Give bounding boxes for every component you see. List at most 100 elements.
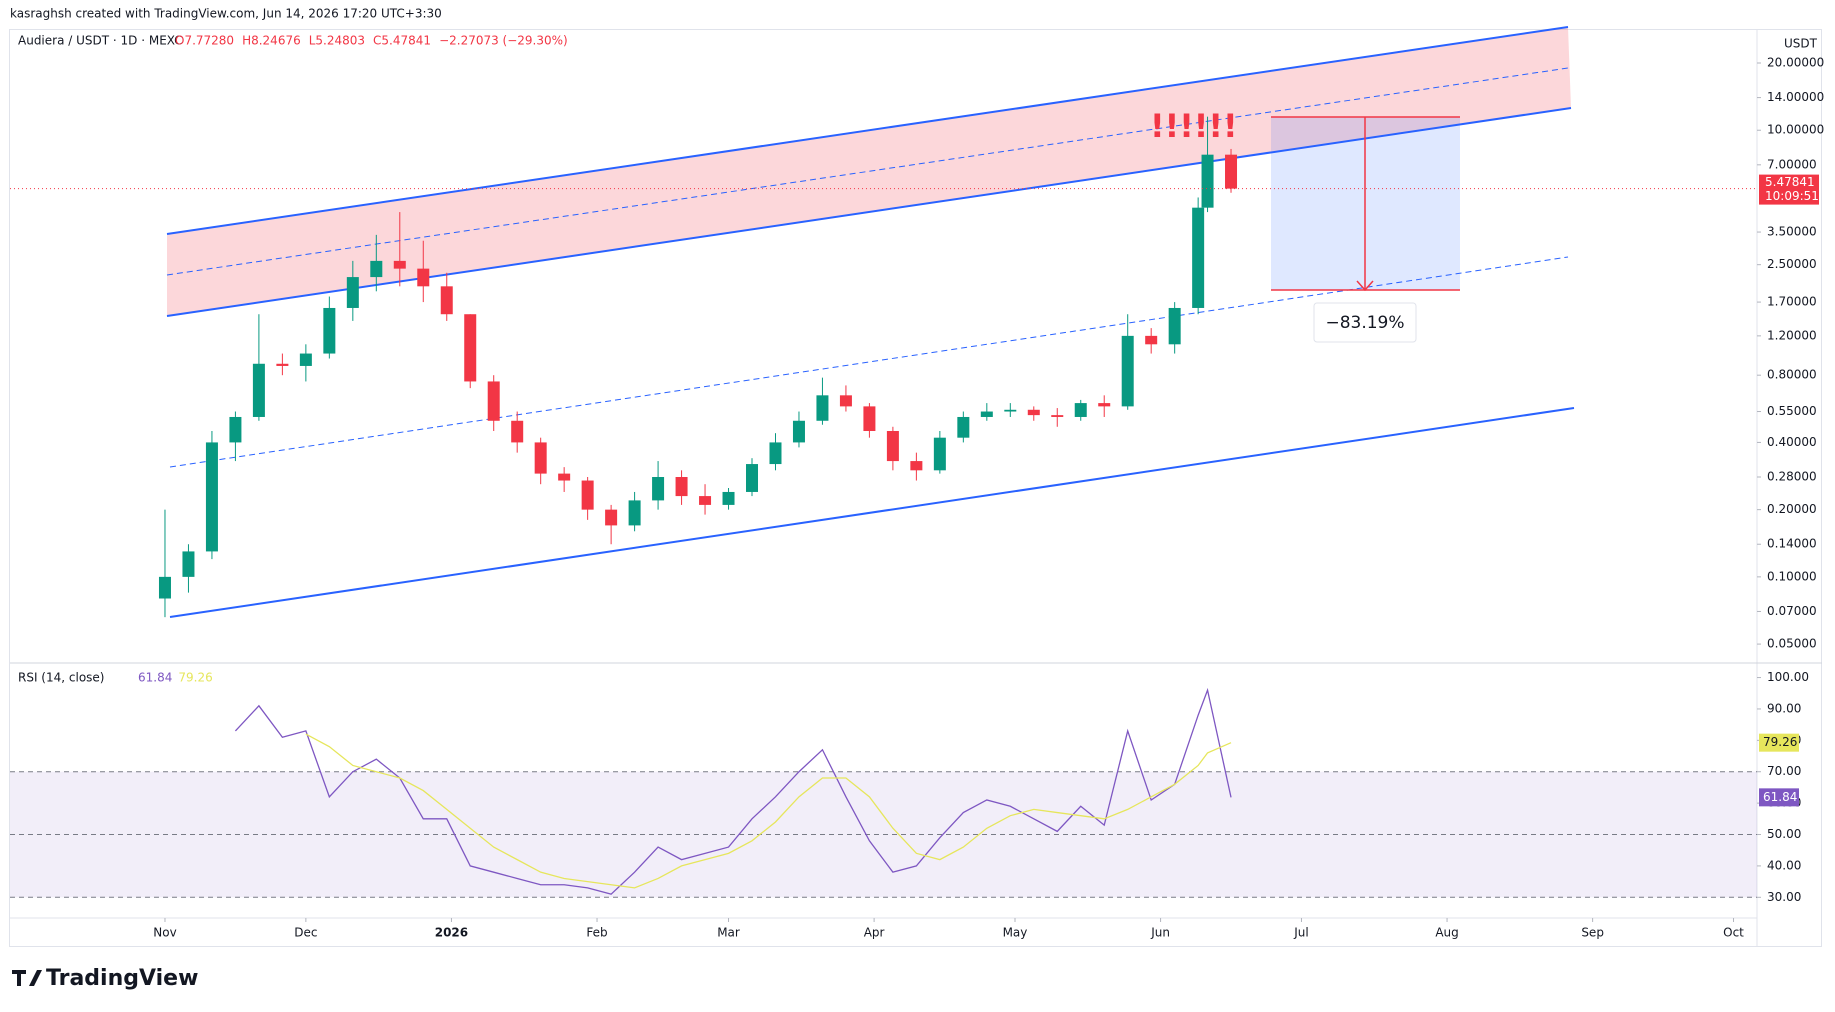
y-tick-label: 0.20000 xyxy=(1767,502,1817,516)
arrow-head xyxy=(1356,280,1374,292)
candle-body xyxy=(440,286,453,315)
y-tick-label: 1.20000 xyxy=(1767,328,1817,342)
candle-body xyxy=(1004,409,1017,412)
y-tick-label: 100.00 xyxy=(1767,670,1809,684)
channel-line xyxy=(166,26,1569,235)
x-tick-label: Jul xyxy=(1293,926,1308,940)
candle-body xyxy=(792,420,805,443)
candle-body xyxy=(957,416,970,438)
x-tick-label: 2026 xyxy=(435,926,468,940)
y-tick-label: 0.07000 xyxy=(1767,604,1817,618)
channel-midline xyxy=(169,256,1569,468)
rsi-badge-label: 61.84 xyxy=(1763,790,1797,804)
candle-body xyxy=(417,268,430,287)
x-tick-label: Nov xyxy=(153,926,176,940)
y-tick-label: 0.80000 xyxy=(1767,368,1817,382)
candle-body xyxy=(933,437,946,471)
y-tick-label: 0.40000 xyxy=(1767,435,1817,449)
candle-body xyxy=(816,395,829,421)
candle-body xyxy=(1051,415,1064,417)
candle-body xyxy=(511,420,524,443)
note: !!!!!! xyxy=(1150,107,1238,145)
candle-body xyxy=(746,464,759,492)
y-tick-label: 0.10000 xyxy=(1767,569,1817,583)
candle-body xyxy=(252,363,265,417)
candle-body xyxy=(1098,403,1111,407)
rsi-line xyxy=(234,687,1232,895)
candle-body xyxy=(699,496,712,505)
candle-body xyxy=(346,277,359,308)
channel-midline xyxy=(166,67,1569,276)
ohlc-value: −2.27073 (−29.30%) xyxy=(439,34,568,48)
y-tick-label: 0.05000 xyxy=(1767,637,1817,651)
y-tick-label: 3.50000 xyxy=(1767,225,1817,239)
candle-body xyxy=(229,416,242,443)
measure-label: −83.19% xyxy=(1325,313,1404,333)
y-tick-label: 14.00000 xyxy=(1767,90,1824,104)
x-tick-label: Mar xyxy=(717,926,740,940)
y-tick-label: 0.55000 xyxy=(1767,404,1817,418)
candle-body xyxy=(182,551,195,577)
channel-line xyxy=(169,407,1575,618)
candle-body xyxy=(1168,307,1181,345)
y-tick-label: 90.00 xyxy=(1767,701,1801,715)
y-tick-label: 1.70000 xyxy=(1767,295,1817,309)
candle-body xyxy=(299,353,312,366)
y-tick-label: 2.50000 xyxy=(1767,257,1817,271)
channel-line xyxy=(166,107,1572,317)
y-tick-label: 10.00000 xyxy=(1767,123,1824,137)
logo-text[interactable]: TradingView xyxy=(46,966,198,991)
candle-body xyxy=(1145,335,1158,345)
candle-body xyxy=(1225,154,1238,189)
y-tick-label: 7.00000 xyxy=(1767,157,1817,171)
rsi-badge xyxy=(1759,733,1799,752)
candle-body xyxy=(487,381,500,421)
price-badge xyxy=(1759,174,1819,205)
x-tick-label: Jun xyxy=(1150,926,1170,940)
candle-body xyxy=(276,363,289,366)
candle-body xyxy=(393,260,406,269)
candle-body xyxy=(558,473,571,481)
currency: USDT xyxy=(1784,37,1818,51)
y-tick-label: 20.00000 xyxy=(1767,56,1824,70)
x-tick-label: Oct xyxy=(1723,926,1744,940)
candle-body xyxy=(605,509,618,526)
rsi-badge-label: 79.26 xyxy=(1763,735,1797,749)
candle-body xyxy=(581,480,594,510)
header: kasraghsh created with TradingView.com, … xyxy=(10,7,442,21)
candle-body xyxy=(886,430,899,462)
candle-body xyxy=(1192,207,1205,308)
ohlc-value: H8.24676 xyxy=(242,34,301,48)
candle-body xyxy=(205,442,218,552)
x-tick-label: Dec xyxy=(294,926,317,940)
channel-band xyxy=(167,27,1571,316)
candle-body xyxy=(1074,403,1087,417)
logo-icon xyxy=(12,970,42,986)
y-tick-label: 40.00 xyxy=(1767,858,1801,872)
candle-body xyxy=(323,307,336,354)
rsi-line xyxy=(305,733,1232,889)
y-tick-label: 0.28000 xyxy=(1767,470,1817,484)
rsi-legend-value: 79.26 xyxy=(178,671,212,685)
y-tick-label: 70.00 xyxy=(1767,764,1801,778)
candle-body xyxy=(628,500,641,526)
candle-body xyxy=(158,576,171,599)
rsi-title: RSI (14, close) xyxy=(18,671,104,685)
candle-body xyxy=(652,477,665,501)
x-tick-label: Sep xyxy=(1581,926,1604,940)
rsi-badge xyxy=(1759,788,1799,807)
candle-body xyxy=(722,491,735,505)
candle-body xyxy=(1027,409,1040,416)
ohlc-value: O7.77280 xyxy=(175,34,234,48)
candle-body xyxy=(910,461,923,471)
ohlc-value: L5.24803 xyxy=(309,34,365,48)
x-tick-label: Apr xyxy=(864,926,885,940)
measure-label-box xyxy=(1313,302,1417,343)
candle-body xyxy=(534,442,547,474)
candle-body xyxy=(839,395,852,407)
candle-body xyxy=(464,314,477,382)
x-tick-label: Feb xyxy=(586,926,607,940)
rsi-legend-value: 61.84 xyxy=(138,671,172,685)
